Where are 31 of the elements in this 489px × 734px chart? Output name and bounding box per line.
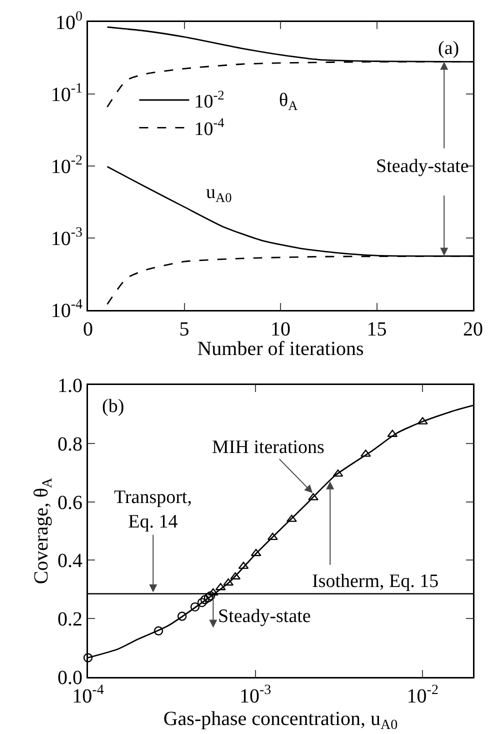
annotation: Transport, Eq. 14 bbox=[114, 487, 192, 533]
y-tick-label: 0.6 bbox=[58, 492, 82, 514]
legend-label: 10$^{-2}$ bbox=[194, 87, 224, 112]
y-tick-label: 0.0 bbox=[58, 667, 82, 689]
annotation: MIH iterations bbox=[212, 437, 324, 458]
y-tick-label: 10$^{-2}$ bbox=[50, 154, 82, 178]
y-tick-label: 0.4 bbox=[58, 550, 82, 572]
annotation: u$_{A0}$ bbox=[206, 182, 232, 205]
legend-label: 10$^{-4}$ bbox=[194, 115, 225, 140]
x-tick-label: 15 bbox=[366, 318, 387, 340]
x-tick-label: 10$^{-3}$ bbox=[239, 683, 272, 708]
y-tick-label: 0.8 bbox=[58, 433, 82, 456]
annotation: Isotherm, Eq. 15 bbox=[312, 571, 439, 592]
x-tick-label: 10$^{-2}$ bbox=[406, 683, 438, 708]
annotation: Steady-state bbox=[218, 606, 311, 627]
y-tick-label: 10$^{-3}$ bbox=[50, 226, 82, 250]
x-axis-title: Gas-phase concentration, u$_{A0}$ bbox=[163, 708, 398, 733]
x-tick-label: 20 bbox=[463, 318, 483, 340]
annotation: θ$_{A}$ bbox=[279, 90, 298, 113]
y-tick-label: 10$^{-4}$ bbox=[50, 298, 82, 322]
annotation: (a) bbox=[438, 38, 460, 59]
x-tick-label: 5 bbox=[179, 318, 190, 340]
y-tick-label: 0.2 bbox=[58, 608, 82, 631]
annotation: (b) bbox=[102, 396, 124, 417]
y-tick-label: 10$^{-1}$ bbox=[50, 82, 82, 106]
x-tick-label: 0 bbox=[83, 318, 93, 340]
x-tick-label: 10 bbox=[270, 318, 290, 340]
x-axis-title: Number of iterations bbox=[197, 338, 364, 360]
y-tick-label: 1.0 bbox=[58, 375, 82, 397]
y-tick-label: 10$^{0}$ bbox=[56, 10, 82, 34]
annotation: Steady-state bbox=[376, 156, 469, 177]
